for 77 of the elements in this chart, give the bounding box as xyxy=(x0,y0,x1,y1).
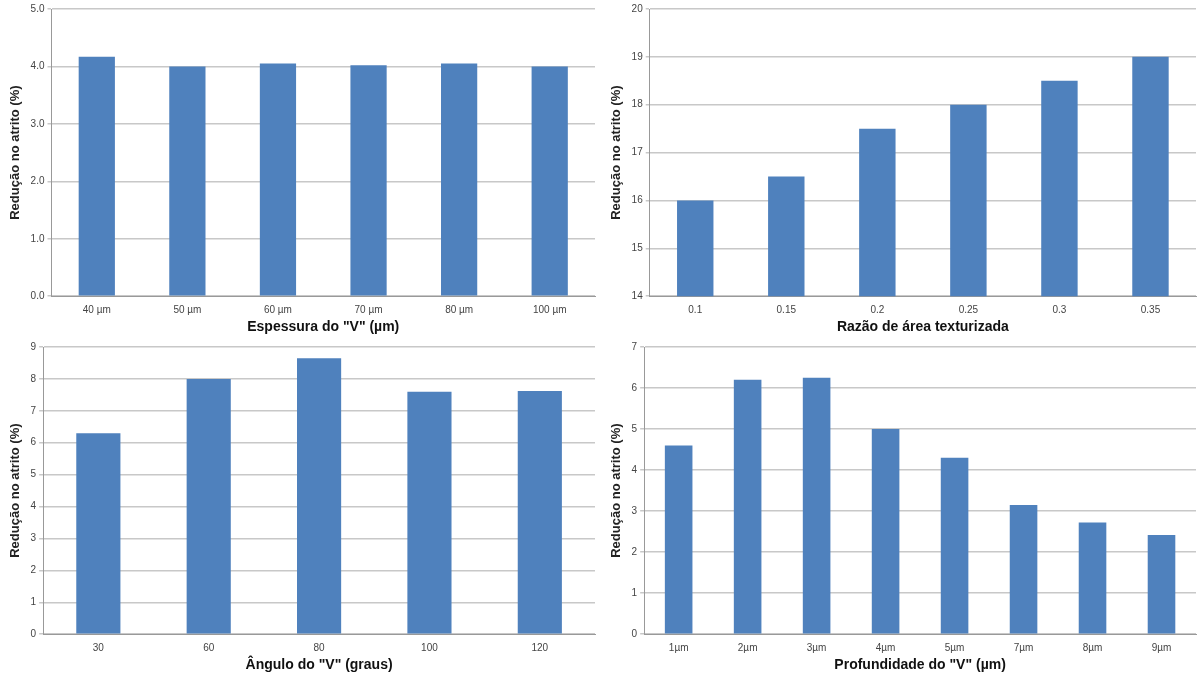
x-tick-label: 7µm xyxy=(1013,641,1034,653)
bar xyxy=(1147,534,1176,634)
y-axis-title: Redução no atrito (%) xyxy=(7,423,23,558)
bar xyxy=(802,377,831,634)
bar xyxy=(407,391,452,634)
y-tick-label: 2 xyxy=(631,545,638,557)
y-tick-label: 3 xyxy=(631,504,638,516)
bar xyxy=(1078,522,1107,634)
bar xyxy=(1009,504,1038,634)
y-tick-label: 1.0 xyxy=(30,232,45,244)
y-tick-label: 1 xyxy=(631,586,638,598)
y-tick-label: 3.0 xyxy=(30,117,45,129)
x-tick-label: 50 µm xyxy=(173,303,202,315)
y-tick-label: 16 xyxy=(631,194,644,206)
y-tick-label: 18 xyxy=(631,98,644,110)
y-tick-label: 20 xyxy=(631,2,644,14)
y-tick-label: 4.0 xyxy=(30,60,45,72)
x-tick-label: 40 µm xyxy=(82,303,111,315)
x-tick-label: 100 µm xyxy=(532,303,567,315)
x-tick-label: 80 xyxy=(313,641,326,653)
x-axis-title: Ângulo do "V" (graus) xyxy=(245,655,393,673)
y-tick-label: 2.0 xyxy=(30,175,45,187)
bar xyxy=(871,429,900,634)
y-tick-label: 17 xyxy=(631,146,644,158)
bar xyxy=(517,391,562,634)
y-tick-label: 2 xyxy=(30,564,37,576)
bar xyxy=(940,457,969,634)
y-tick-label: 6 xyxy=(631,381,638,393)
y-tick-label: 5 xyxy=(631,422,638,434)
bar xyxy=(186,378,231,634)
x-tick-label: 2µm xyxy=(737,641,758,653)
y-tick-label: 1 xyxy=(30,596,37,608)
x-tick-label: 1µm xyxy=(668,641,689,653)
y-tick-label: 5.0 xyxy=(30,2,45,14)
x-tick-label: 0.1 xyxy=(688,303,703,315)
y-tick-label: 0 xyxy=(631,627,638,639)
x-tick-label: 0.2 xyxy=(870,303,885,315)
y-tick-label: 7 xyxy=(30,404,37,416)
x-axis-title: Razão de área texturizada xyxy=(836,318,1010,335)
x-tick-label: 0.25 xyxy=(958,303,979,315)
x-tick-label: 100 xyxy=(421,641,439,653)
x-tick-label: 0.15 xyxy=(776,303,797,315)
x-tick-label: 80 µm xyxy=(445,303,474,315)
x-tick-label: 9µm xyxy=(1151,641,1172,653)
x-tick-label: 60 xyxy=(203,641,215,653)
x-tick-label: 0.35 xyxy=(1140,303,1161,315)
bar xyxy=(664,445,693,634)
x-tick-label: 8µm xyxy=(1082,641,1103,653)
x-tick-label: 0.3 xyxy=(1052,303,1067,315)
x-tick-label: 70 µm xyxy=(354,303,383,315)
y-tick-label: 19 xyxy=(631,50,644,62)
y-tick-label: 8 xyxy=(30,372,37,384)
y-tick-label: 0.0 xyxy=(30,289,45,301)
bar xyxy=(297,358,342,634)
y-tick-label: 5 xyxy=(30,468,37,480)
y-tick-label: 6 xyxy=(30,436,37,448)
y-tick-label: 14 xyxy=(631,289,644,301)
y-tick-label: 4 xyxy=(631,463,638,475)
y-tick-label: 7 xyxy=(631,340,638,352)
x-tick-label: 60 µm xyxy=(263,303,292,315)
y-axis-title: Redução no atrito (%) xyxy=(7,85,23,220)
bar xyxy=(733,379,762,634)
x-tick-label: 4µm xyxy=(875,641,896,653)
y-tick-label: 4 xyxy=(30,500,37,512)
y-axis-title: Redução no atrito (%) xyxy=(608,85,624,220)
x-tick-label: 30 xyxy=(92,641,105,653)
x-axis-title: Profundidade do "V" (µm) xyxy=(834,656,1006,673)
y-tick-label: 9 xyxy=(30,340,37,352)
bar xyxy=(76,433,121,634)
x-tick-label: 5µm xyxy=(944,641,965,653)
y-axis-title: Redução no atrito (%) xyxy=(608,423,624,558)
x-tick-label: 3µm xyxy=(806,641,827,653)
y-tick-label: 0 xyxy=(30,627,37,639)
x-tick-label: 120 xyxy=(531,641,549,653)
y-tick-label: 15 xyxy=(631,242,644,254)
x-axis-title: Espessura do "V" (µm) xyxy=(247,318,400,335)
y-tick-label: 3 xyxy=(30,532,37,544)
